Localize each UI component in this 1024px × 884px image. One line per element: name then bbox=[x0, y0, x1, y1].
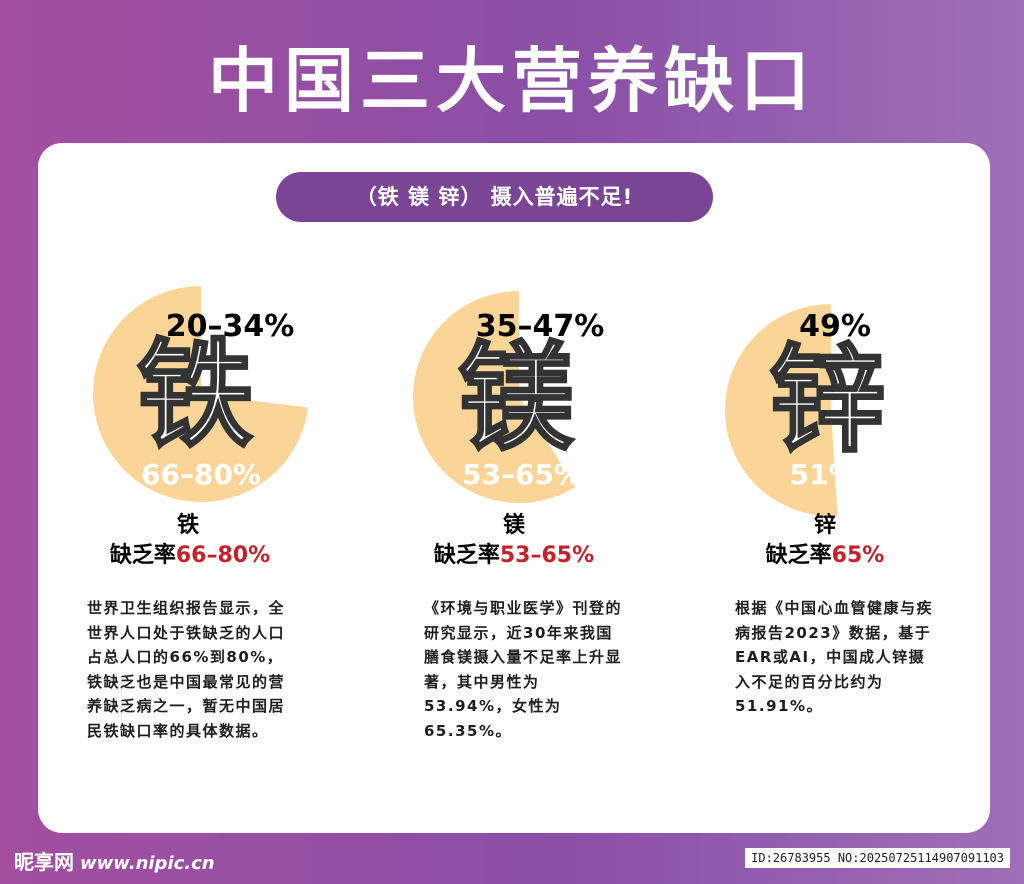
magnesium-name: 镁 bbox=[502, 513, 525, 538]
iron-pie-chart bbox=[93, 286, 309, 502]
zinc-rate-value: 65% bbox=[831, 543, 885, 568]
zinc-intake-range: 49% bbox=[799, 309, 871, 344]
iron-deficiency-range-label: 66–80% bbox=[141, 458, 261, 491]
zinc-big-character: 锌 bbox=[768, 333, 887, 468]
site-logo: 昵享网 www.nipic.cn bbox=[14, 846, 215, 875]
magnesium-intake-range: 35–47% bbox=[475, 309, 605, 344]
zinc-pie-chart bbox=[725, 304, 937, 516]
iron-name: 铁 bbox=[176, 513, 199, 538]
zinc-rate-label: 缺乏率 bbox=[765, 543, 832, 568]
zinc-name: 锌 bbox=[813, 513, 836, 538]
subtitle-banner: （铁 镁 锌） 摄入普遍不足! bbox=[276, 172, 713, 222]
magnesium-rate-value: 53–65% bbox=[499, 543, 595, 568]
site-url: www.nipic.cn bbox=[80, 853, 215, 874]
magnesium-deficiency-range-label: 53–65% bbox=[462, 458, 582, 491]
zinc-description: 根据《中国心血管健康与疾病报告2023》数据，基于EAR或AI，中国成人锌摄入不… bbox=[735, 599, 934, 715]
magnesium-deficiency-slice bbox=[413, 291, 576, 503]
iron-intake-range: 20–34% bbox=[165, 309, 295, 344]
iron-deficiency-rate: 缺乏率66–80% bbox=[90, 542, 290, 570]
zinc-deficiency-rate: 缺乏率65% bbox=[725, 542, 925, 570]
image-id-label: ID:26783955 NO:20250725114907091103 bbox=[745, 848, 1010, 868]
magnesium-big-character: 镁 bbox=[457, 331, 576, 466]
magnesium-deficiency-rate: 缺乏率53–65% bbox=[414, 542, 614, 570]
magnesium-pie-chart bbox=[413, 291, 625, 503]
iron-deficiency-slice bbox=[93, 286, 309, 502]
magnesium-description: 《环境与职业医学》刊登的研究显示，近30年来我国膳食镁摄入量不足率上升显著，其中… bbox=[424, 599, 623, 740]
iron-description: 世界卫生组织报告显示，全世界人口处于铁缺乏的人口占总人口的66%到80%，铁缺乏… bbox=[87, 599, 286, 740]
iron-big-character: 铁 bbox=[136, 328, 255, 463]
zinc-deficiency-slice bbox=[725, 304, 838, 516]
magnesium-rate-label: 缺乏率 bbox=[433, 543, 500, 568]
zinc-deficiency-range-label: 51% bbox=[789, 458, 857, 491]
iron-rate-label: 缺乏率 bbox=[109, 543, 176, 568]
site-logo-text: 昵享网 bbox=[14, 850, 74, 874]
iron-rate-value: 66–80% bbox=[175, 543, 271, 568]
page-title: 中国三大营养缺口 bbox=[208, 40, 816, 122]
